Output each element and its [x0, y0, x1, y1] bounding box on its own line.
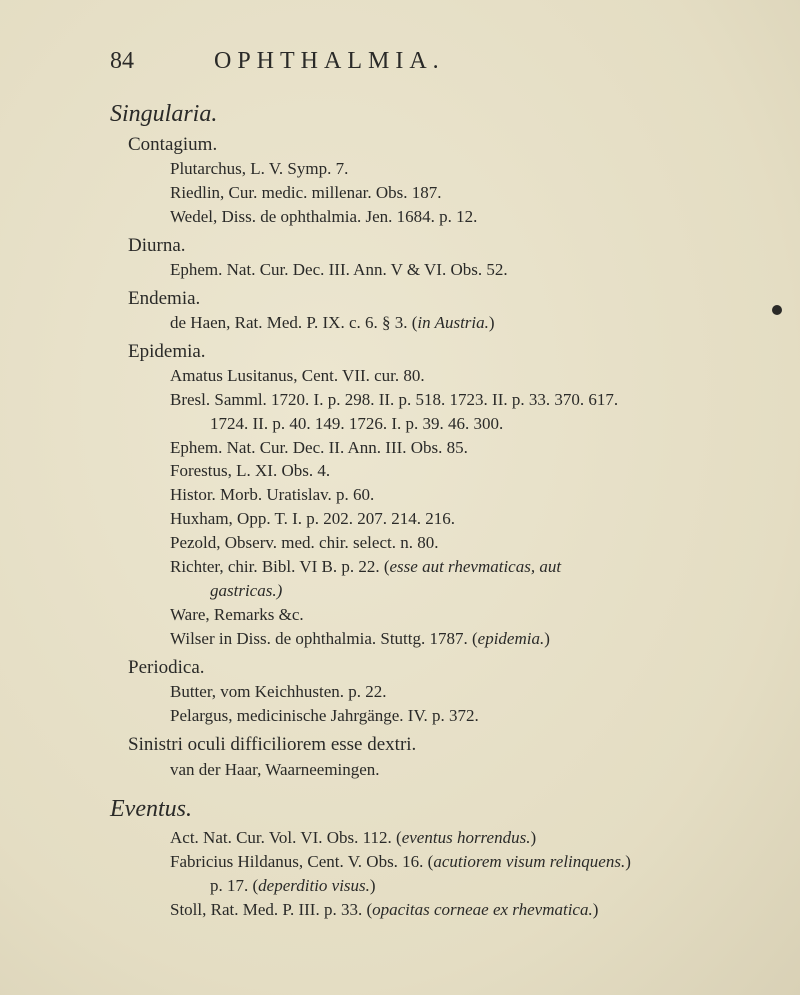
- section-singularia-heading: Singularia.: [110, 101, 730, 128]
- subhead-endemia: Endemia.: [128, 288, 730, 310]
- ref-line: Histor. Morb. Uratislav. p. 60.: [170, 484, 730, 507]
- section-eventus-heading: Eventus.: [110, 796, 730, 823]
- ref-line: Riedlin, Cur. medic. millenar. Obs. 187.: [170, 182, 730, 205]
- ref-line: Amatus Lusitanus, Cent. VII. cur. 80.: [170, 365, 730, 388]
- ref-line: Huxham, Opp. T. I. p. 202. 207. 214. 216…: [170, 508, 730, 531]
- ref-line: Ware, Remarks &c.: [170, 604, 730, 627]
- ref-line: Butter, vom Keichhusten. p. 22.: [170, 681, 730, 704]
- subhead-diurna: Diurna.: [128, 235, 730, 257]
- paragraph-line: van der Haar, Waarneemingen.: [170, 759, 730, 782]
- page-number: 84: [110, 48, 134, 75]
- ref-line: Wedel, Diss. de ophthalmia. Jen. 1684. p…: [170, 206, 730, 229]
- ref-line: p. 17. (deperditio visus.): [210, 875, 730, 898]
- ref-line: Ephem. Nat. Cur. Dec. III. Ann. V & VI. …: [170, 259, 730, 282]
- subhead-epidemia: Epidemia.: [128, 341, 730, 363]
- ref-line: Bresl. Samml. 1720. I. p. 298. II. p. 51…: [170, 389, 730, 412]
- subhead-periodica: Periodica.: [128, 657, 730, 679]
- ref-line: Pezold, Observ. med. chir. select. n. 80…: [170, 532, 730, 555]
- ref-line: Fabricius Hildanus, Cent. V. Obs. 16. (a…: [170, 851, 730, 874]
- paragraph-line: Sinistri oculi difficiliorem esse dextri…: [128, 732, 730, 758]
- ref-line: gastricas.): [210, 580, 730, 603]
- ref-line: Forestus, L. XI. Obs. 4.: [170, 460, 730, 483]
- ref-line: Wilser in Diss. de ophthalmia. Stuttg. 1…: [170, 628, 730, 651]
- ref-line: Act. Nat. Cur. Vol. VI. Obs. 112. (event…: [170, 827, 730, 850]
- ref-line: Richter, chir. Bibl. VI B. p. 22. (esse …: [170, 556, 730, 579]
- running-head: 84 OPHTHALMIA.: [110, 48, 730, 75]
- ink-dot: [772, 305, 782, 315]
- ref-line: Pelargus, medicinische Jahrgänge. IV. p.…: [170, 705, 730, 728]
- ref-line: Ephem. Nat. Cur. Dec. II. Ann. III. Obs.…: [170, 437, 730, 460]
- ref-line: 1724. II. p. 40. 149. 1726. I. p. 39. 46…: [210, 413, 730, 436]
- chapter-title: OPHTHALMIA.: [214, 48, 445, 75]
- subhead-contagium: Contagium.: [128, 134, 730, 156]
- page: 84 OPHTHALMIA. Singularia. Contagium. Pl…: [0, 0, 800, 995]
- ref-line: Stoll, Rat. Med. P. III. p. 33. (opacita…: [170, 899, 730, 922]
- ref-line: de Haen, Rat. Med. P. IX. c. 6. § 3. (in…: [170, 312, 730, 335]
- ref-line: Plutarchus, L. V. Symp. 7.: [170, 158, 730, 181]
